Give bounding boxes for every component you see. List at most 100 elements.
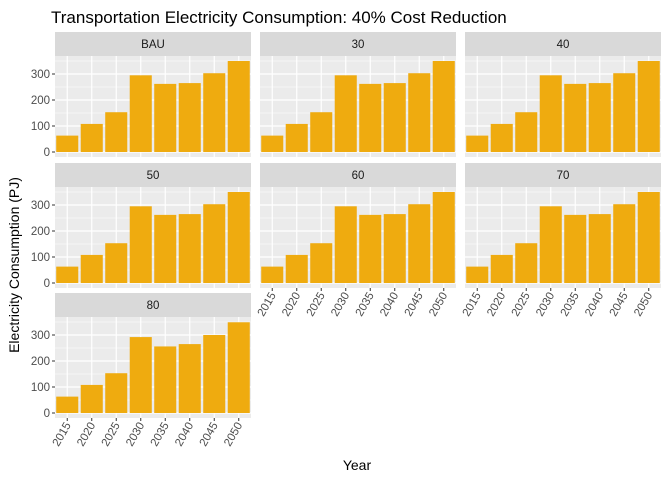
- x-tick-label: 2050: [222, 421, 245, 449]
- y-tick-label: 100: [31, 252, 50, 264]
- y-tick-label: 200: [31, 95, 50, 107]
- facet-strip-label: 80: [147, 300, 160, 312]
- bar: [490, 123, 513, 152]
- bar: [334, 75, 357, 152]
- bar: [334, 206, 357, 283]
- bar: [285, 123, 308, 152]
- bar: [432, 61, 455, 152]
- facet-strip: [55, 163, 251, 187]
- facet-strip-label: 40: [557, 39, 570, 51]
- bar: [359, 83, 382, 152]
- facet-panel: BAU 0 100 200 300: [31, 32, 251, 159]
- x-tick-label: 2045: [403, 291, 426, 319]
- facet-strip-label: 50: [147, 170, 160, 182]
- bar: [261, 266, 284, 283]
- x-tick-label: 2045: [608, 291, 631, 319]
- bar: [203, 204, 226, 283]
- bar: [588, 214, 611, 283]
- bar: [515, 243, 538, 283]
- y-axis-title: Electricity Consumption (PJ): [6, 177, 22, 353]
- bar: [515, 112, 538, 152]
- x-tick-label: 2040: [583, 291, 606, 319]
- y-tick-label: 300: [31, 330, 50, 342]
- facet-strip: [55, 293, 251, 317]
- y-tick-label: 100: [31, 382, 50, 394]
- bar: [613, 73, 636, 152]
- x-tick-label: 2030: [124, 421, 147, 449]
- bar: [408, 204, 431, 283]
- bar: [80, 384, 103, 413]
- facet-strip: [465, 32, 661, 56]
- y-tick-label: 200: [31, 226, 50, 238]
- bar: [129, 75, 152, 152]
- bar: [105, 112, 128, 152]
- bar: [383, 214, 406, 283]
- facet-strip-label: 30: [352, 39, 365, 51]
- facet-panel: 80 0 100 200 300 2015 2020 2025 2030 2035 2040 2045…: [31, 293, 251, 449]
- x-tick-label: 2015: [51, 421, 74, 449]
- facet-strip-label: BAU: [141, 39, 165, 51]
- bar: [227, 192, 250, 283]
- bar: [154, 214, 177, 283]
- x-tick-label: 2030: [534, 291, 557, 319]
- facet-strip: [55, 32, 251, 56]
- bar: [56, 135, 79, 152]
- bar: [261, 135, 284, 152]
- bar: [154, 346, 177, 413]
- x-axis-title: Year: [343, 457, 372, 473]
- x-tick-label: 2020: [280, 291, 303, 319]
- bar: [539, 75, 562, 152]
- bar: [466, 266, 489, 283]
- bar: [154, 83, 177, 152]
- bar: [637, 61, 660, 152]
- x-tick-label: 2035: [354, 291, 377, 319]
- x-tick-label: 2020: [485, 291, 508, 319]
- x-tick-label: 2030: [329, 291, 352, 319]
- x-tick-label: 2025: [510, 291, 533, 319]
- bar: [227, 322, 250, 413]
- chart-title: Transportation Electricity Consumption: …: [51, 8, 507, 27]
- x-tick-label: 2050: [632, 291, 655, 319]
- bar: [203, 73, 226, 152]
- y-tick-label: 0: [44, 278, 50, 290]
- bar: [178, 214, 201, 283]
- bar: [564, 83, 587, 152]
- facet-panel: 30: [260, 32, 456, 157]
- x-tick-label: 2025: [100, 421, 123, 449]
- y-tick-label: 0: [44, 147, 50, 159]
- facet-strip: [465, 163, 661, 187]
- x-tick-label: 2015: [461, 291, 484, 319]
- bar: [56, 266, 79, 283]
- bar: [588, 83, 611, 152]
- bar: [129, 206, 152, 283]
- y-tick-label: 200: [31, 356, 50, 368]
- x-tick-label: 2035: [559, 291, 582, 319]
- bar: [105, 243, 128, 283]
- x-tick-label: 2035: [149, 421, 172, 449]
- x-tick-label: 2045: [198, 421, 221, 449]
- bar: [383, 83, 406, 152]
- facet-panel: 40: [465, 32, 661, 157]
- bar: [432, 192, 455, 283]
- facet-strip: [260, 163, 456, 187]
- x-tick-label: 2015: [256, 291, 279, 319]
- bar: [203, 335, 226, 413]
- bar: [490, 254, 513, 283]
- facet-strip: [260, 32, 456, 56]
- bar: [539, 206, 562, 283]
- bar: [613, 204, 636, 283]
- bar: [359, 214, 382, 283]
- bar: [285, 254, 308, 283]
- bar: [310, 112, 333, 152]
- bar: [466, 135, 489, 152]
- x-tick-label: 2040: [173, 421, 196, 449]
- y-tick-label: 0: [44, 408, 50, 420]
- x-tick-label: 2025: [305, 291, 328, 319]
- bar: [129, 337, 152, 413]
- y-tick-label: 300: [31, 200, 50, 212]
- y-tick-label: 100: [31, 121, 50, 133]
- x-tick-label: 2040: [378, 291, 401, 319]
- y-tick-label: 300: [31, 69, 50, 81]
- bar: [227, 61, 250, 152]
